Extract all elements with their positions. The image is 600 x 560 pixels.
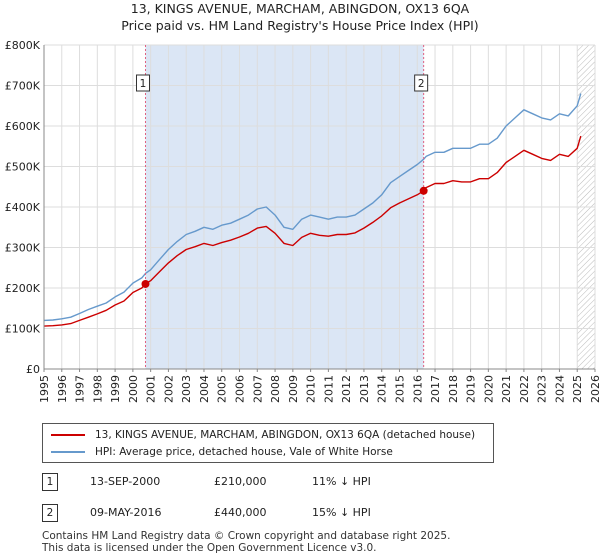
legend-swatch-hpi xyxy=(51,451,85,453)
x-tick-label: 2025 xyxy=(571,375,584,403)
footer-attribution: Contains HM Land Registry data © Crown c… xyxy=(42,530,450,554)
title-line-2: Price paid vs. HM Land Registry's House … xyxy=(121,18,479,33)
footer-line-2: This data is licensed under the Open Gov… xyxy=(42,542,377,554)
x-tick-label: 2008 xyxy=(269,375,282,403)
sale-marker-box xyxy=(414,74,429,92)
x-tick-label: 2006 xyxy=(234,375,247,403)
sale-number-badge: 1 xyxy=(42,473,58,491)
x-tick-label: 2022 xyxy=(518,375,531,403)
chart-legend: 13, KINGS AVENUE, MARCHAM, ABINGDON, OX1… xyxy=(42,423,494,463)
sale-point xyxy=(141,279,150,288)
y-tick-label: £400K xyxy=(5,201,41,214)
y-tick-label: £800K xyxy=(5,39,41,52)
x-tick-label: 2005 xyxy=(216,375,229,403)
y-tick-label: £0 xyxy=(26,363,40,376)
x-tick-label: 1999 xyxy=(109,375,122,403)
x-tick-label: 2003 xyxy=(180,375,193,403)
x-tick-label: 2021 xyxy=(500,375,513,403)
legend-label-property: 13, KINGS AVENUE, MARCHAM, ABINGDON, OX1… xyxy=(95,429,476,441)
chart-title: 13, KINGS AVENUE, MARCHAM, ABINGDON, OX1… xyxy=(0,0,600,34)
x-tick-label: 2007 xyxy=(251,375,264,403)
x-tick-label: 2000 xyxy=(127,375,140,403)
sale-marker-box xyxy=(135,74,150,92)
x-tick-label: 1998 xyxy=(91,375,104,403)
x-tick-label: 2012 xyxy=(340,375,353,403)
y-tick-label: £700K xyxy=(5,80,41,93)
sale-number-badge: 2 xyxy=(42,504,58,522)
legend-item-hpi: HPI: Average price, detached house, Vale… xyxy=(51,444,393,460)
legend-item-property: 13, KINGS AVENUE, MARCHAM, ABINGDON, OX1… xyxy=(51,427,475,443)
x-tick-label: 2013 xyxy=(358,375,371,403)
sale-price: £440,000 xyxy=(214,506,267,519)
sale-hpi-diff: 15% ↓ HPI xyxy=(312,506,371,519)
x-tick-label: 1995 xyxy=(38,375,51,403)
x-tick-label: 2002 xyxy=(162,375,175,403)
footer-line-1: Contains HM Land Registry data © Crown c… xyxy=(42,530,451,542)
x-tick-label: 2024 xyxy=(553,375,566,403)
x-tick-label: 2017 xyxy=(429,375,442,403)
x-tick-label: 2010 xyxy=(305,375,318,403)
sale-marker-label: 2 xyxy=(418,78,425,90)
hpi-line xyxy=(44,93,582,322)
y-tick-label: £500K xyxy=(5,161,41,174)
x-tick-label: 1996 xyxy=(56,375,69,403)
sale-point xyxy=(419,186,428,195)
x-tick-label: 2015 xyxy=(393,375,406,403)
x-tick-label: 2009 xyxy=(287,375,300,403)
sale-date: 09-MAY-2016 xyxy=(90,506,162,519)
price-chart: 1 2 £0 £100K £200K £300K £400K £500K £600K £700K… xyxy=(5,39,600,403)
x-tick-label: 2016 xyxy=(411,375,424,403)
sale-row: 1 13-SEP-2000 £210,000 11% ↓ HPI xyxy=(42,473,542,493)
y-tick-label: £300K xyxy=(5,242,41,255)
legend-swatch-property xyxy=(51,434,85,436)
x-tick-label: 2019 xyxy=(465,375,478,403)
legend-label-hpi: HPI: Average price, detached house, Vale… xyxy=(95,446,393,458)
x-tick-label: 2026 xyxy=(589,375,600,403)
title-line-1: 13, KINGS AVENUE, MARCHAM, ABINGDON, OX1… xyxy=(130,1,470,16)
x-tick-label: 2018 xyxy=(447,375,460,403)
y-tick-label: £100K xyxy=(5,323,41,336)
x-tick-label: 2020 xyxy=(482,375,495,403)
y-tick-label: £600K xyxy=(5,120,41,133)
sale-hpi-diff: 11% ↓ HPI xyxy=(312,475,371,488)
x-tick-label: 2023 xyxy=(536,375,549,403)
sale-price: £210,000 xyxy=(214,475,267,488)
y-tick-label: £200K xyxy=(5,282,41,295)
x-tick-label: 2004 xyxy=(198,375,211,403)
sale-date: 13-SEP-2000 xyxy=(90,475,161,488)
sale-marker-label: 1 xyxy=(140,78,147,90)
x-tick-label: 2014 xyxy=(376,375,389,403)
property-price-line xyxy=(44,135,582,327)
x-tick-label: 1997 xyxy=(74,375,87,403)
x-tick-label: 2011 xyxy=(322,375,335,403)
sale-row: 2 09-MAY-2016 £440,000 15% ↓ HPI xyxy=(42,504,542,524)
x-tick-label: 2001 xyxy=(145,375,158,403)
